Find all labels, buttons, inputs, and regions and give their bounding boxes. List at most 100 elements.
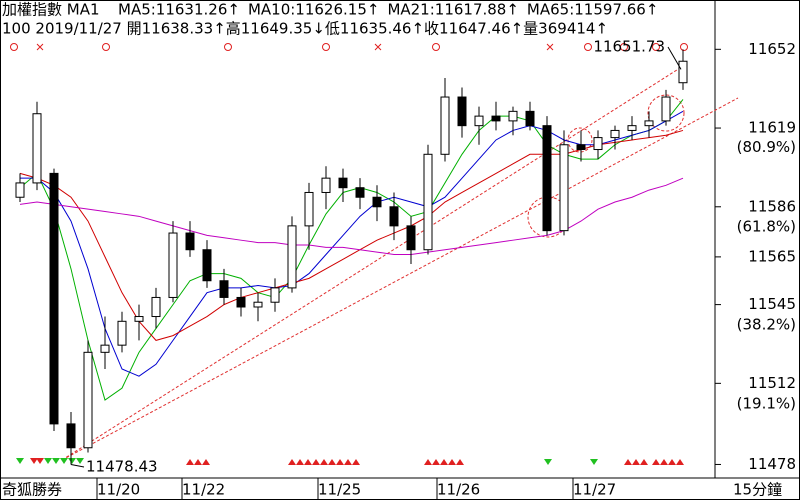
annotation: 11478.43 — [86, 458, 158, 476]
y-tick-label: 11545 — [748, 295, 796, 313]
candle-body — [168, 232, 178, 298]
signal-marker — [344, 459, 352, 465]
candle-body — [389, 206, 399, 227]
y-tick-label: 11478 — [748, 455, 796, 473]
signal-marker — [296, 459, 304, 465]
signal-marker — [676, 459, 684, 465]
candle-body — [593, 137, 603, 151]
signal-marker — [30, 458, 38, 464]
signal-marker — [224, 43, 232, 51]
signal-markers — [10, 43, 688, 465]
signal-marker — [202, 459, 210, 465]
signal-marker — [288, 459, 296, 465]
candle-body — [185, 232, 195, 251]
fib-label: (61.8%) — [737, 217, 796, 235]
signal-marker — [432, 459, 440, 465]
x-tick-label: 11/27 — [573, 481, 616, 499]
candle-body — [525, 110, 535, 127]
candle-body — [32, 113, 42, 184]
candle-body — [661, 96, 671, 122]
signal-marker — [620, 43, 628, 51]
signal-marker — [652, 459, 660, 465]
signal-marker — [322, 43, 330, 51]
candle-body — [253, 301, 263, 308]
candle-body — [440, 96, 450, 155]
legend-entry: MA5:11631.26↑ — [118, 1, 240, 19]
signal-marker — [640, 459, 648, 465]
candle-body — [202, 249, 212, 282]
annotation-line — [667, 46, 682, 70]
signal-marker — [448, 459, 456, 465]
y-tick-label: 11586 — [748, 197, 796, 215]
annotation-line — [70, 463, 85, 468]
candle-body — [457, 96, 467, 127]
signal-marker — [16, 458, 24, 464]
y-tick-label: 11512 — [748, 374, 796, 392]
candle-body — [49, 172, 59, 425]
signal-marker — [36, 43, 44, 51]
legend-entry: MA21:11617.88↑ — [387, 1, 518, 19]
signal-marker — [312, 459, 320, 465]
signal-marker — [60, 458, 68, 464]
signal-marker — [194, 459, 202, 465]
candle-body — [576, 144, 586, 151]
fib-label: (19.1%) — [737, 395, 796, 413]
signal-marker — [186, 459, 194, 465]
signal-marker — [320, 459, 328, 465]
candle-body — [117, 320, 127, 346]
candle-body — [83, 351, 93, 449]
signal-marker — [304, 459, 312, 465]
legend-entry: MA10:11626.15↑ — [248, 1, 379, 19]
signal-marker — [52, 458, 60, 464]
ma-line — [19, 129, 684, 341]
signal-marker — [584, 43, 592, 51]
candle-body — [406, 225, 416, 251]
chart-title: 加權指數 MA1 — [2, 1, 100, 19]
candle-body — [338, 177, 348, 189]
signal-marker — [544, 459, 552, 465]
candle-body — [151, 296, 161, 318]
signal-marker — [652, 43, 660, 51]
signal-marker — [660, 459, 668, 465]
x-tick-label: 11/25 — [318, 481, 361, 499]
signal-marker — [546, 43, 554, 51]
candle-body — [287, 225, 297, 289]
candle-body — [304, 191, 314, 227]
x-tick-label: 11/20 — [97, 481, 140, 499]
x-tick-label: 11/22 — [182, 481, 225, 499]
signal-marker — [374, 43, 382, 51]
source: 奇狐勝券 — [2, 481, 62, 499]
signal-marker — [336, 459, 344, 465]
signal-marker — [76, 458, 84, 464]
candle-body — [66, 423, 76, 449]
candle-body — [610, 129, 620, 139]
signal-marker — [424, 459, 432, 465]
candle-body — [474, 115, 484, 127]
signal-marker — [632, 459, 640, 465]
ma-line — [20, 110, 684, 377]
y-tick-label: 11619 — [748, 119, 796, 137]
fib-label: (38.2%) — [737, 315, 796, 333]
signal-marker — [36, 458, 44, 464]
signal-marker — [352, 459, 360, 465]
y-tick-label: 11652 — [748, 40, 796, 58]
interval: 15分鐘 — [733, 481, 782, 499]
fib-label: (80.9%) — [737, 138, 796, 156]
candle-body — [678, 60, 688, 84]
candle-body — [644, 120, 654, 127]
signal-marker — [668, 459, 676, 465]
signal-marker — [590, 459, 598, 465]
ma-line — [19, 177, 684, 255]
subtitle: 100 2019/11/27 開11638.33↑高11649.35↓低1163… — [2, 20, 608, 38]
candle-body — [355, 187, 365, 198]
candle-body — [508, 110, 518, 122]
legend-entry: MA65:11597.66↑ — [527, 1, 658, 19]
candle-body — [270, 287, 280, 303]
candle-body — [321, 177, 331, 193]
candle-body — [15, 182, 25, 198]
signal-marker — [456, 459, 464, 465]
candle-body — [372, 196, 382, 208]
signal-marker — [432, 43, 440, 51]
